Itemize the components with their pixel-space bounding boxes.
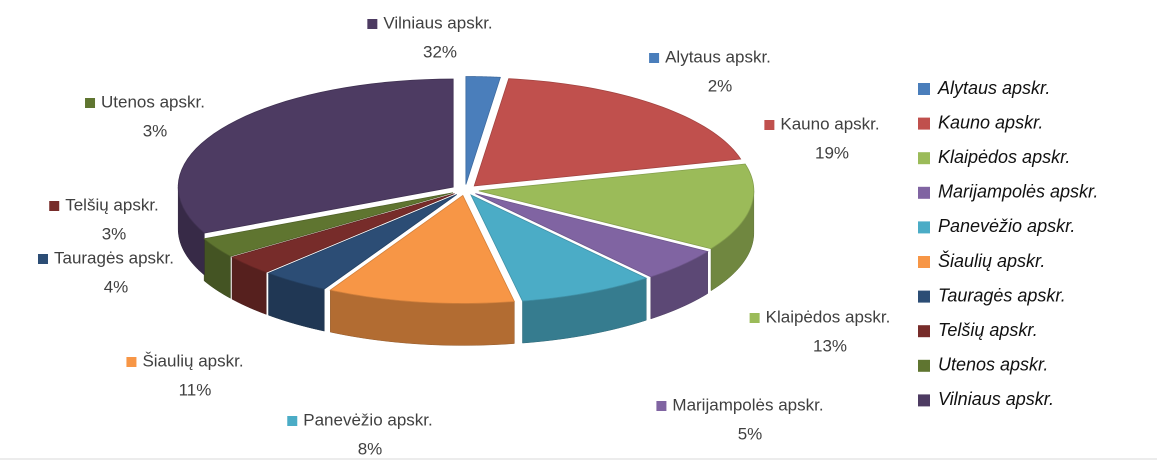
legend-key xyxy=(918,359,930,372)
data-label: Šiaulių apskr. 11% xyxy=(126,351,244,399)
pie-walls xyxy=(177,187,755,346)
legend-key xyxy=(918,256,930,268)
data-label: Panevėžio apskr. 8% xyxy=(287,410,433,458)
label-name: Šiaulių apskr. xyxy=(142,351,243,370)
slice xyxy=(203,192,454,257)
data-label: Vilniaus apskr. 32% xyxy=(367,13,493,61)
slice xyxy=(177,78,454,234)
slice xyxy=(230,193,455,273)
label-key xyxy=(49,201,60,211)
label-name: Utenos apskr. xyxy=(101,92,205,111)
label-value: 2% xyxy=(708,76,733,95)
data-label: Marijampolės apskr. 5% xyxy=(656,395,824,443)
label-name: Klaipėdos apskr. xyxy=(766,307,891,326)
data-label: Kauno apskr. 19% xyxy=(764,114,880,162)
legend-label: Klaipėdos apskr. xyxy=(938,147,1070,167)
slice xyxy=(478,163,755,250)
data-label: Telšių apskr. 3% xyxy=(49,195,159,243)
label-key xyxy=(85,98,96,108)
label-key xyxy=(749,313,760,323)
slice xyxy=(465,76,501,185)
label-value: 8% xyxy=(358,439,383,458)
label-key xyxy=(287,416,298,426)
data-label: Tauragės apskr. 4% xyxy=(37,248,174,296)
label-key xyxy=(126,357,137,367)
legend-key xyxy=(918,83,930,95)
data-label: Klaipėdos apskr. 13% xyxy=(749,307,891,355)
slice xyxy=(475,193,709,278)
label-key xyxy=(656,401,667,411)
label-name: Marijampolės apskr. xyxy=(672,395,823,414)
legend-key xyxy=(918,117,930,130)
legend-label: Kauno apskr. xyxy=(938,112,1043,132)
label-key xyxy=(764,120,775,130)
legend-label: Vilniaus apskr. xyxy=(938,389,1054,409)
label-value: 3% xyxy=(143,121,168,140)
label-value: 13% xyxy=(813,336,847,355)
label-key xyxy=(367,19,378,29)
legend-key xyxy=(918,152,930,165)
slice xyxy=(329,194,515,304)
slice xyxy=(267,194,458,290)
slice xyxy=(473,78,742,187)
data-label: Utenos apskr. 3% xyxy=(85,92,205,140)
legend-label: Alytaus apskr. xyxy=(937,78,1050,98)
label-name: Panevėžio apskr. xyxy=(303,410,432,429)
legend-label: Tauragės apskr. xyxy=(938,285,1066,305)
legend-label: Šiaulių apskr. xyxy=(938,250,1045,271)
legend-key xyxy=(918,394,930,407)
label-name: Vilniaus apskr. xyxy=(383,13,492,32)
label-name: Alytaus apskr. xyxy=(665,47,771,66)
label-value: 11% xyxy=(179,380,212,399)
legend-key xyxy=(918,290,930,303)
label-name: Kauno apskr. xyxy=(780,114,879,133)
label-name: Tauragės apskr. xyxy=(54,248,174,267)
legend-key xyxy=(918,325,930,338)
legend-key xyxy=(918,186,930,199)
legend-label: Utenos apskr. xyxy=(938,355,1048,375)
legend-label: Telšių apskr. xyxy=(938,320,1038,340)
pie-tops xyxy=(177,76,755,304)
label-key xyxy=(37,254,48,264)
label-value: 32% xyxy=(423,42,457,61)
label-value: 3% xyxy=(102,224,127,243)
data-label: Alytaus apskr. 2% xyxy=(649,47,771,95)
label-value: 19% xyxy=(815,143,849,162)
legend-key xyxy=(918,221,930,234)
legend-label: Panevėžio apskr. xyxy=(938,216,1075,236)
label-key xyxy=(649,53,660,63)
legend-label: Marijampolės apskr. xyxy=(938,182,1098,202)
label-value: 4% xyxy=(104,277,129,296)
label-value: 5% xyxy=(738,424,763,443)
label-name: Telšių apskr. xyxy=(65,195,159,214)
slice xyxy=(470,194,648,302)
